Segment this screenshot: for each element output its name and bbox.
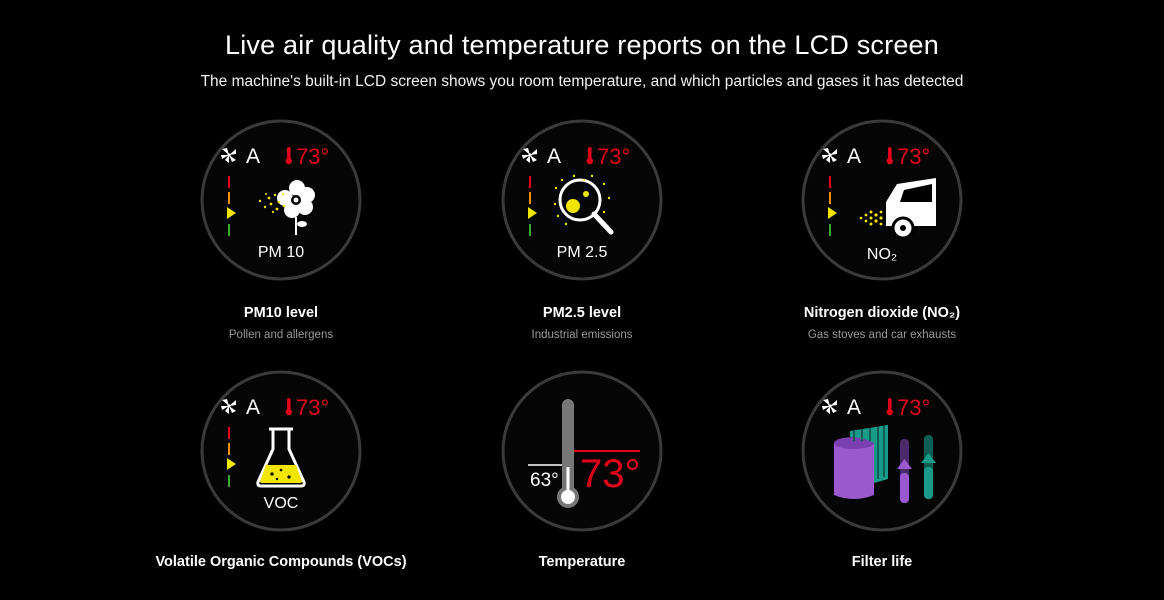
fan-icon [822, 148, 837, 163]
mode-label: A [847, 396, 861, 419]
level-indicator [227, 458, 236, 470]
dial-filter-life: A 73° [800, 369, 964, 533]
fan-icon [221, 148, 236, 163]
card-pm25: A 73° [452, 118, 712, 341]
level-indicator [828, 207, 837, 219]
page-title: Live air quality and temperature reports… [225, 30, 939, 60]
card-caption: Volatile Organic Compounds (VOCs) [155, 554, 407, 570]
fan-icon [822, 399, 837, 414]
dial-pm25: A 73° [500, 118, 664, 282]
thermometer-small-icon [886, 147, 893, 165]
dial-voc: A 73° VOC [199, 369, 363, 533]
card-description: Pollen and allergens [228, 329, 334, 341]
thermometer-small-icon [586, 147, 593, 165]
temperature-readout: 73° [897, 144, 930, 169]
level-bar [227, 427, 236, 487]
level-bar [528, 176, 537, 236]
card-pm10: A 73° [151, 118, 411, 341]
thermometer-small-icon [886, 398, 893, 416]
flask-icon [256, 427, 306, 488]
high-temperature-readout: 73° [580, 452, 641, 496]
filter-icon [834, 425, 936, 503]
temperature-readout: 73° [296, 144, 329, 169]
dial-label: VOC [264, 495, 299, 512]
card-caption: PM10 level [243, 305, 319, 321]
card-no2: A 73° [752, 118, 1012, 341]
thermometer-icon [557, 399, 579, 508]
card-filter-life: A 73° Filter life [752, 369, 1012, 570]
temperature-readout: 73° [597, 144, 630, 169]
card-caption: Nitrogen dioxide (NO₂) [803, 305, 961, 321]
level-indicator [227, 207, 236, 219]
low-temperature-readout: 63° [530, 470, 559, 491]
card-description: Gas stoves and car exhausts [807, 329, 957, 341]
card-caption: PM2.5 level [542, 305, 622, 321]
thermometer-small-icon [285, 147, 292, 165]
card-description: Industrial emissions [531, 329, 633, 341]
car-exhaust-icon [859, 178, 936, 240]
magnifier-particles-icon [553, 174, 614, 235]
thermometer-small-icon [285, 398, 292, 416]
card-voc: A 73° VOC Volatile Organic Compounds (VO… [151, 369, 411, 570]
temperature-readout: 73° [897, 395, 930, 420]
temperature-readout: 73° [296, 395, 329, 420]
card-caption: Temperature [538, 554, 626, 570]
mode-label: A [547, 145, 561, 168]
dial-label: NO₂ [867, 246, 897, 263]
flower-pollen-icon [258, 180, 315, 235]
dial-label: PM 10 [258, 244, 304, 261]
fan-icon [522, 148, 537, 163]
mode-label: A [246, 145, 260, 168]
dial-no2: A 73° [800, 118, 964, 282]
level-bar [227, 176, 236, 236]
dial-temperature: 63° 73° [500, 369, 664, 533]
fan-icon [221, 399, 236, 414]
level-bar [828, 176, 837, 236]
dial-label: PM 2.5 [557, 244, 608, 261]
page-subtitle: The machine's built-in LCD screen shows … [200, 73, 964, 90]
mode-label: A [847, 145, 861, 168]
dial-pm10: A 73° [199, 118, 363, 282]
level-indicator [528, 207, 537, 219]
card-caption: Filter life [851, 554, 913, 570]
card-temperature: 63° 73° Temperature [452, 369, 712, 570]
mode-label: A [246, 396, 260, 419]
